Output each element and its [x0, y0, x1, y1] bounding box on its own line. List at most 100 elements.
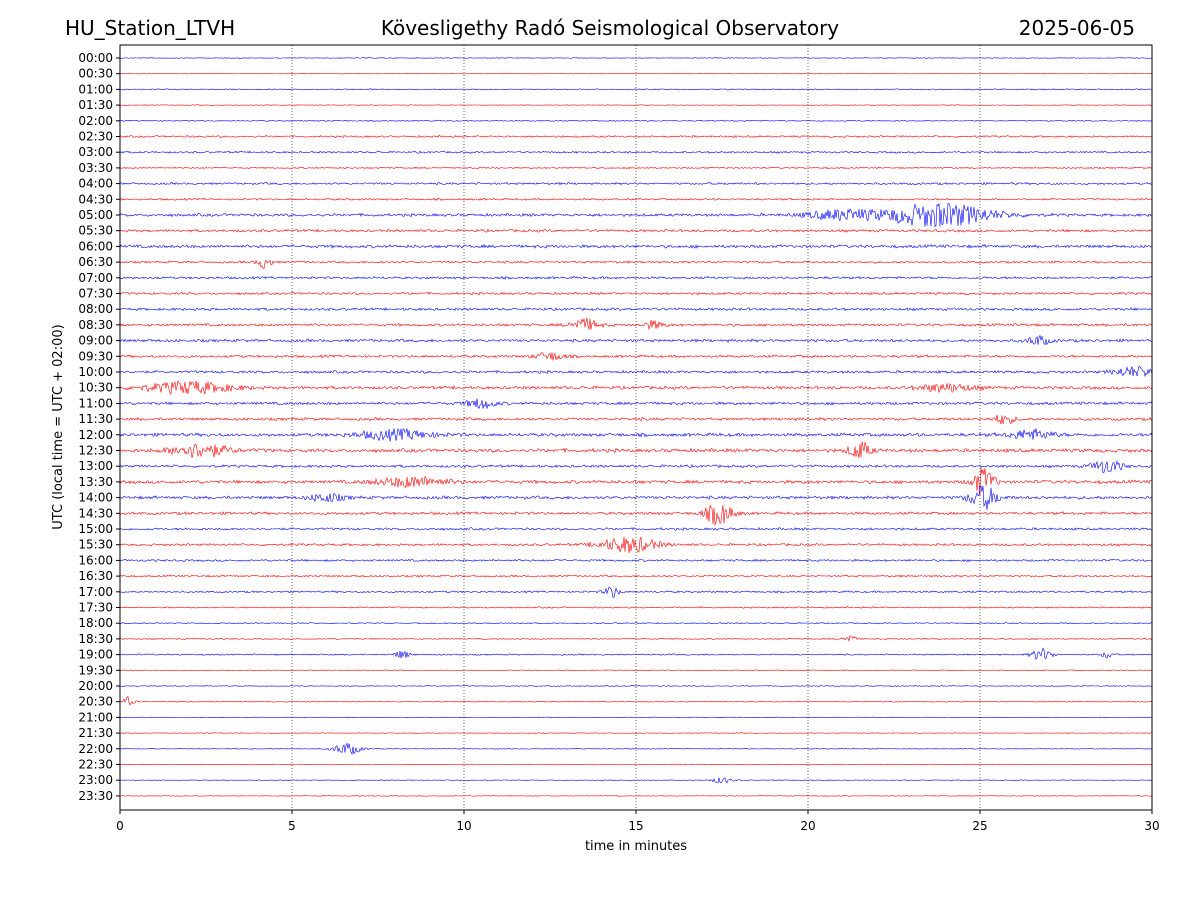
y-tick-label: 16:00 — [78, 553, 113, 567]
y-tick-label: 21:30 — [78, 726, 113, 740]
seismic-traces — [119, 57, 1153, 797]
trace-row — [119, 586, 1153, 598]
y-tick-label: 10:00 — [78, 365, 113, 379]
y-tick-label: 00:00 — [78, 51, 113, 65]
y-tick-label: 12:00 — [78, 428, 113, 442]
trace-row — [119, 558, 1153, 563]
y-tick-label: 07:00 — [78, 271, 113, 285]
y-tick-label: 09:00 — [78, 334, 113, 348]
y-tick-label: 23:30 — [78, 789, 113, 803]
y-tick-label: 16:30 — [78, 569, 113, 583]
x-tick-label: 25 — [972, 819, 987, 833]
x-tick-label: 30 — [1144, 819, 1159, 833]
trace-row — [119, 243, 1153, 249]
y-tick-label: 12:30 — [78, 444, 113, 458]
trace-row — [119, 166, 1153, 170]
trace-row — [119, 763, 1153, 766]
trace-row — [119, 259, 1153, 270]
date-title: 2025-06-05 — [1019, 16, 1135, 40]
x-axis-label: time in minutes — [585, 839, 687, 854]
y-tick-label: 18:00 — [78, 616, 113, 630]
y-tick-label: 01:00 — [78, 82, 113, 96]
trace-row — [119, 777, 1153, 784]
y-tick-label: 14:30 — [78, 506, 113, 520]
y-tick-label: 09:30 — [78, 349, 113, 363]
y-tick-label: 08:00 — [78, 302, 113, 316]
trace-row — [119, 441, 1153, 458]
trace-row — [119, 104, 1153, 106]
trace-row — [119, 504, 1153, 526]
y-tick-label: 19:30 — [78, 663, 113, 677]
y-tick-label: 03:30 — [78, 161, 113, 175]
trace-row — [119, 536, 1153, 554]
trace-row — [119, 291, 1153, 296]
trace-row — [119, 716, 1153, 719]
plot-frame — [119, 44, 1153, 811]
y-tick-label: 17:00 — [78, 585, 113, 599]
y-tick-label: 02:00 — [78, 114, 113, 128]
trace-row — [119, 352, 1153, 361]
y-tick-label: 08:30 — [78, 318, 113, 332]
trace-row — [119, 197, 1153, 201]
trace-row — [119, 647, 1153, 661]
y-tick-label: 22:30 — [78, 758, 113, 772]
y-tick-label: 00:30 — [78, 67, 113, 81]
x-tick-label: 10 — [456, 819, 471, 833]
trace-row — [119, 669, 1153, 672]
trace-row — [119, 574, 1153, 578]
trace-row — [119, 732, 1153, 734]
trace-row — [119, 427, 1153, 442]
y-tick-label: 02:30 — [78, 130, 113, 144]
x-axis-ticks: 0 5 10 15 20 25 30 — [116, 810, 1160, 833]
trace-row — [119, 622, 1153, 625]
y-axis-label: UTC (local time = UTC + 02:00) — [51, 324, 66, 529]
y-tick-label: 17:30 — [78, 601, 113, 615]
trace-row — [119, 73, 1153, 75]
trace-row — [119, 317, 1153, 331]
trace-row — [119, 57, 1153, 59]
y-tick-label: 20:30 — [78, 695, 113, 709]
trace-row — [119, 414, 1153, 425]
y-tick-label: 05:00 — [78, 208, 113, 222]
trace-row — [119, 228, 1153, 233]
trace-row — [119, 460, 1153, 474]
y-tick-label: 20:00 — [78, 679, 113, 693]
trace-row — [119, 150, 1153, 154]
y-tick-label: 04:30 — [78, 192, 113, 206]
trace-row — [119, 485, 1153, 510]
y-tick-label: 03:00 — [78, 145, 113, 159]
trace-row — [119, 398, 1153, 410]
trace-row — [119, 365, 1153, 378]
y-tick-label: 07:30 — [78, 287, 113, 301]
trace-row — [119, 306, 1153, 312]
y-tick-label: 22:00 — [78, 742, 113, 756]
x-tick-label: 5 — [288, 819, 296, 833]
y-tick-label: 13:30 — [78, 475, 113, 489]
trace-row — [119, 275, 1153, 280]
y-tick-label: 01:30 — [78, 98, 113, 112]
trace-row — [119, 467, 1153, 495]
y-tick-label: 04:00 — [78, 177, 113, 191]
trace-row — [119, 685, 1153, 687]
x-tick-label: 0 — [116, 819, 124, 833]
y-tick-label: 06:00 — [78, 239, 113, 253]
trace-row — [119, 181, 1153, 186]
trace-row — [119, 379, 1153, 395]
trace-row — [119, 606, 1153, 609]
y-tick-label: 15:00 — [78, 522, 113, 536]
trace-row — [119, 695, 1153, 706]
y-tick-label: 21:00 — [78, 710, 113, 724]
y-tick-label: 18:30 — [78, 632, 113, 646]
trace-row — [119, 119, 1153, 122]
y-tick-label: 11:30 — [78, 412, 113, 426]
trace-row — [119, 203, 1153, 228]
y-tick-label: 13:00 — [78, 459, 113, 473]
station-title: HU_Station_LTVH — [65, 16, 235, 40]
y-tick-label: 19:00 — [78, 648, 113, 662]
trace-row — [119, 334, 1153, 346]
y-tick-label: 11:00 — [78, 396, 113, 410]
y-tick-label: 15:30 — [78, 538, 113, 552]
